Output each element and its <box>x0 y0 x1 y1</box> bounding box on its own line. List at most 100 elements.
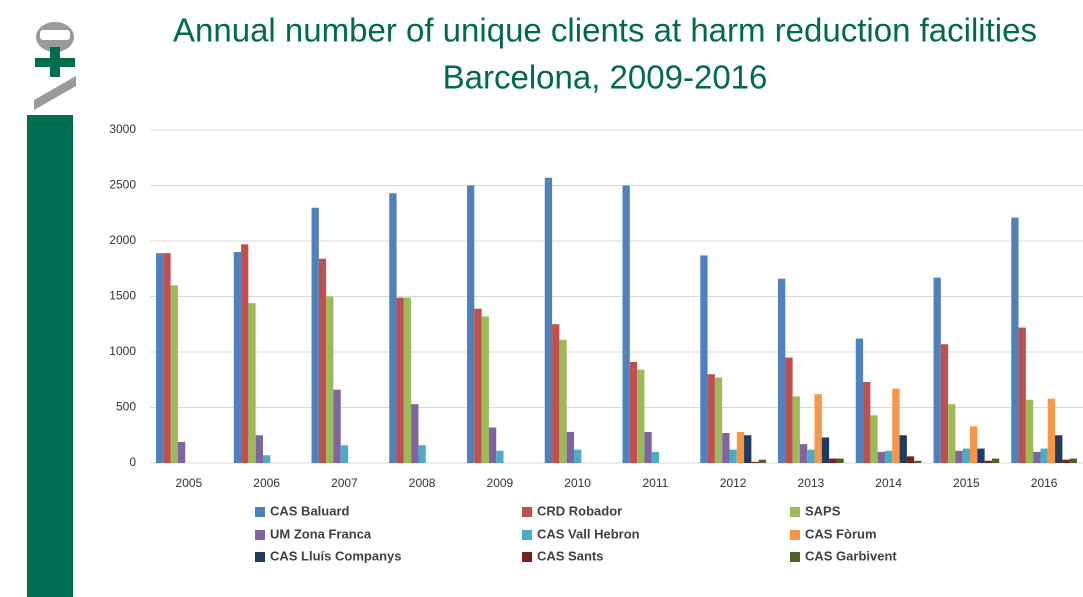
y-tick-label: 3000 <box>109 122 136 136</box>
bar <box>1011 217 1019 463</box>
bar <box>389 193 397 463</box>
bar <box>233 252 242 463</box>
bar <box>248 303 256 463</box>
bar <box>855 338 864 463</box>
bar <box>962 448 971 463</box>
x-tick-label: 2013 <box>798 476 825 490</box>
bar <box>566 431 574 463</box>
bar <box>333 389 341 463</box>
x-tick-label: 2011 <box>642 476 668 490</box>
bar <box>914 460 922 463</box>
bar <box>255 435 263 463</box>
bar <box>744 435 752 463</box>
legend-label: CAS Vall Hebron <box>537 526 640 541</box>
bar <box>262 455 271 463</box>
bar <box>970 426 978 463</box>
legend-label: CAS Fòrum <box>805 526 877 541</box>
logo <box>34 22 76 110</box>
bar <box>792 396 800 463</box>
bar <box>892 388 900 463</box>
legend-label: CAS Garbivent <box>805 548 897 563</box>
legend-swatch <box>255 530 265 540</box>
bar <box>396 297 404 463</box>
bar <box>559 339 567 463</box>
x-tick-label: 2015 <box>953 476 980 490</box>
bar <box>785 357 793 463</box>
bar <box>1069 458 1077 463</box>
bar <box>326 296 334 463</box>
side-bar <box>27 115 73 597</box>
bar <box>751 461 759 463</box>
y-tick-label: 500 <box>116 400 136 414</box>
legend-label: CRD Robador <box>537 503 622 518</box>
legend-label: SAPS <box>805 503 841 518</box>
bar <box>799 444 808 463</box>
bar <box>707 374 715 463</box>
bar <box>863 381 871 463</box>
bar <box>729 449 737 463</box>
bar <box>1033 451 1041 463</box>
legend-label: CAS Sants <box>537 548 603 563</box>
legend-swatch <box>790 507 800 517</box>
chart-subtitle: Barcelona, 2009-2016 <box>443 59 768 96</box>
bar <box>467 185 475 463</box>
legend-swatch <box>522 552 532 562</box>
legend-label: UM Zona Franca <box>270 526 372 541</box>
legend-swatch <box>790 530 800 540</box>
bar <box>488 427 497 463</box>
bar <box>629 361 638 463</box>
y-tick-label: 1000 <box>109 344 136 358</box>
bar <box>1062 459 1070 463</box>
bar <box>807 449 815 463</box>
y-tick-label: 2000 <box>109 233 136 247</box>
bar <box>736 431 745 463</box>
x-tick-label: 2008 <box>409 476 436 490</box>
bar <box>1055 435 1063 463</box>
bar <box>651 451 660 463</box>
bar <box>836 458 844 463</box>
legend-label: CAS Lluís Companys <box>270 548 401 563</box>
bar <box>418 445 426 463</box>
bar <box>714 377 723 463</box>
x-tick-label: 2016 <box>1031 476 1058 490</box>
bar <box>884 450 893 463</box>
bar <box>984 460 992 463</box>
bar <box>241 244 249 463</box>
bar <box>1018 327 1026 463</box>
x-tick-label: 2007 <box>331 476 358 490</box>
x-tick-label: 2012 <box>720 476 747 490</box>
x-tick-label: 2014 <box>875 476 902 490</box>
bar <box>496 450 504 463</box>
bar <box>758 459 766 463</box>
bar <box>552 324 560 463</box>
bar <box>411 404 419 463</box>
bar <box>722 433 730 463</box>
bar <box>544 177 553 464</box>
bar <box>778 278 786 463</box>
legend-swatch <box>255 507 265 517</box>
bar <box>977 448 985 463</box>
bar <box>991 458 1000 463</box>
x-tick-label: 2009 <box>487 476 514 490</box>
y-tick-label: 0 <box>129 455 136 469</box>
bar <box>1040 448 1048 463</box>
bar <box>403 297 412 463</box>
bar <box>177 441 186 463</box>
bar <box>474 308 482 463</box>
bar <box>940 344 949 463</box>
bar <box>955 450 963 463</box>
bar <box>870 415 878 463</box>
bar <box>906 456 915 463</box>
bar <box>156 253 164 463</box>
bar <box>821 437 830 463</box>
bar <box>829 458 837 463</box>
legend-swatch <box>790 552 800 562</box>
y-tick-label: 2500 <box>109 178 136 192</box>
y-tick-label: 1500 <box>109 289 136 303</box>
legend-swatch <box>255 552 265 562</box>
legend-label: CAS Baluard <box>270 503 350 518</box>
legend-swatch <box>522 507 532 517</box>
bar <box>948 404 956 463</box>
bar <box>1047 398 1056 463</box>
